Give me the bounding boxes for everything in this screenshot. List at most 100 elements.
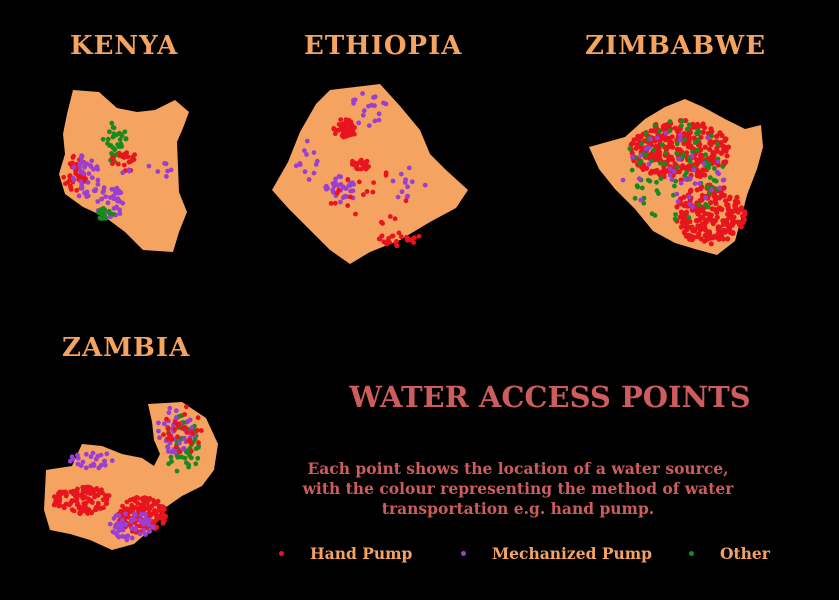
water-point bbox=[325, 185, 330, 191]
water-point bbox=[166, 431, 172, 437]
water-point bbox=[677, 132, 683, 138]
water-point bbox=[153, 517, 159, 523]
water-point bbox=[164, 174, 169, 179]
water-point bbox=[705, 135, 710, 141]
water-point bbox=[111, 206, 117, 211]
water-point bbox=[95, 181, 101, 187]
water-point bbox=[75, 492, 81, 498]
water-point bbox=[80, 484, 86, 490]
water-point bbox=[707, 139, 713, 145]
water-point bbox=[683, 209, 689, 215]
water-point bbox=[724, 153, 730, 159]
water-point bbox=[109, 458, 115, 464]
water-point bbox=[358, 157, 364, 163]
water-point bbox=[371, 180, 376, 185]
water-point bbox=[649, 158, 654, 164]
water-point bbox=[314, 158, 320, 164]
water-point bbox=[372, 118, 378, 124]
water-point bbox=[118, 131, 124, 137]
water-point bbox=[189, 429, 195, 435]
water-point bbox=[109, 151, 114, 156]
water-point bbox=[111, 516, 117, 521]
water-point bbox=[685, 141, 692, 148]
water-point bbox=[118, 190, 124, 195]
water-point bbox=[73, 168, 79, 174]
water-point bbox=[68, 185, 74, 191]
water-point bbox=[85, 180, 91, 185]
water-point bbox=[77, 163, 83, 169]
water-point bbox=[671, 169, 677, 175]
water-point bbox=[381, 100, 386, 106]
water-point bbox=[193, 461, 199, 467]
water-point bbox=[361, 108, 367, 114]
water-point bbox=[653, 143, 659, 150]
water-point bbox=[692, 228, 698, 234]
water-point bbox=[680, 118, 685, 124]
water-point bbox=[717, 130, 723, 136]
water-point bbox=[129, 535, 135, 541]
water-point bbox=[57, 496, 63, 502]
water-point bbox=[702, 226, 708, 233]
water-point bbox=[109, 120, 115, 126]
water-point bbox=[302, 148, 307, 153]
water-point bbox=[694, 131, 699, 136]
water-point bbox=[699, 214, 705, 220]
water-point bbox=[311, 170, 317, 176]
water-point bbox=[189, 425, 195, 431]
water-point bbox=[674, 204, 680, 210]
water-point bbox=[64, 492, 69, 498]
water-point bbox=[160, 518, 166, 524]
water-point bbox=[711, 177, 717, 183]
legend-item-other: Other bbox=[689, 544, 770, 563]
water-point bbox=[172, 427, 178, 432]
water-point bbox=[686, 215, 692, 220]
water-point bbox=[88, 163, 93, 169]
water-point bbox=[662, 169, 668, 175]
water-point bbox=[661, 134, 667, 140]
water-point bbox=[714, 214, 720, 220]
water-point bbox=[179, 454, 185, 460]
water-point bbox=[80, 459, 86, 465]
water-point bbox=[107, 129, 112, 135]
water-point bbox=[395, 194, 401, 200]
water-point bbox=[372, 103, 377, 109]
water-point bbox=[678, 224, 684, 230]
water-point bbox=[67, 161, 73, 167]
water-point bbox=[725, 223, 731, 229]
water-point bbox=[639, 141, 644, 147]
legend: Hand Pump Mechanized Pump Other bbox=[275, 544, 795, 564]
water-point bbox=[348, 194, 353, 200]
water-point bbox=[659, 142, 665, 148]
other-dot-icon bbox=[689, 551, 694, 556]
water-point bbox=[379, 233, 385, 239]
water-point bbox=[667, 119, 673, 124]
water-point bbox=[84, 189, 90, 195]
water-point bbox=[104, 501, 110, 506]
water-point bbox=[360, 112, 366, 118]
water-point bbox=[333, 176, 338, 182]
water-point bbox=[708, 241, 714, 247]
water-point bbox=[124, 499, 130, 505]
water-point bbox=[693, 218, 700, 224]
water-point bbox=[90, 450, 96, 456]
water-point bbox=[364, 158, 370, 164]
water-point bbox=[328, 201, 334, 206]
water-point bbox=[638, 144, 644, 150]
water-point bbox=[165, 445, 171, 451]
water-point bbox=[165, 426, 171, 432]
water-point bbox=[688, 129, 694, 135]
water-point bbox=[75, 500, 80, 506]
water-point bbox=[721, 192, 727, 199]
water-point bbox=[668, 166, 673, 172]
water-point bbox=[700, 129, 706, 135]
water-point bbox=[165, 168, 170, 174]
water-point bbox=[662, 161, 668, 167]
water-point bbox=[690, 149, 695, 155]
water-point bbox=[101, 505, 106, 511]
water-point bbox=[156, 420, 161, 426]
water-point bbox=[84, 194, 90, 199]
water-point bbox=[725, 236, 731, 242]
water-point bbox=[390, 178, 396, 184]
water-point bbox=[349, 161, 355, 167]
water-point bbox=[95, 177, 101, 183]
